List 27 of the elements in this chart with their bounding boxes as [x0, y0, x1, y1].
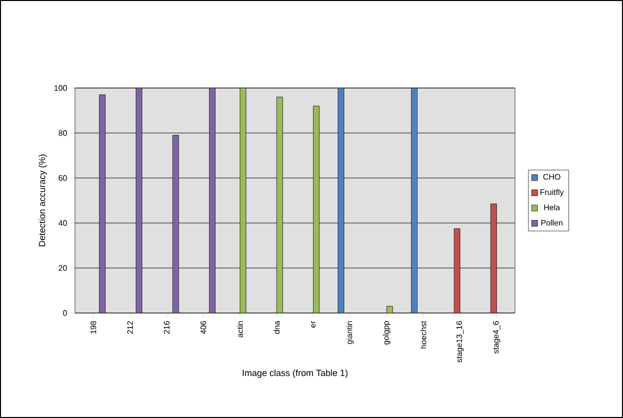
y-tick-label: 20: [58, 265, 67, 271]
x-tick-label: dna: [274, 320, 280, 334]
y-tick-label: 40: [58, 220, 67, 226]
x-tick-label: er: [311, 320, 316, 328]
x-tick-label: 198: [90, 321, 96, 334]
bar: [490, 204, 497, 313]
y-tick-label: 100: [54, 85, 67, 91]
x-tick-label: stage13_16: [456, 321, 464, 362]
y-tick-label: 80: [58, 130, 67, 136]
x-tick-label: actin: [237, 321, 243, 338]
legend-label: CHO: [543, 174, 560, 180]
y-axis-title: Detection accuracy (%): [38, 154, 47, 246]
x-axis-title: Image class (from Table 1): [242, 369, 348, 378]
y-tick-label: 60: [58, 175, 67, 181]
x-tick-label: 406: [200, 321, 206, 334]
legend-label: Fruitfly: [540, 189, 564, 197]
x-tick-label: hoechst: [420, 320, 426, 348]
x-tick-label: giantin: [346, 321, 354, 344]
legend-label: Pollen: [541, 220, 562, 226]
bar: [276, 96, 283, 313]
x-tick-label: stage4_6: [493, 321, 500, 354]
bar: [313, 106, 320, 313]
x-tick-label: golgpp: [382, 321, 390, 344]
x-tick-label: 216: [164, 321, 170, 334]
legend-label: Hela: [544, 204, 560, 210]
x-tick-label: 212: [127, 321, 133, 334]
y-tick-label: 0: [63, 310, 67, 316]
